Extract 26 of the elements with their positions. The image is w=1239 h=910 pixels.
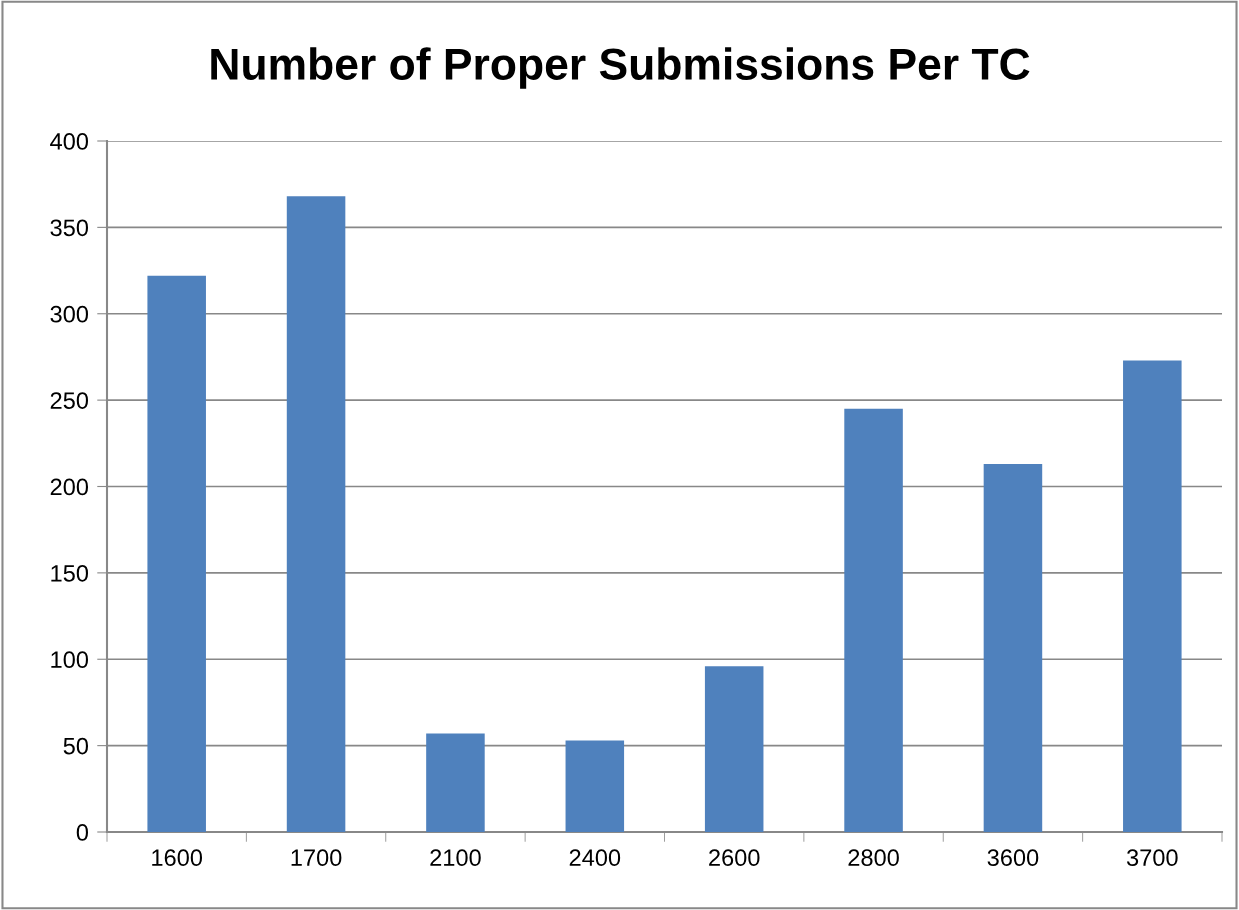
- x-tick-label: 1600: [152, 849, 203, 867]
- y-tick-label: 50: [63, 737, 89, 755]
- x-tick-label: 2600: [709, 849, 760, 867]
- bar: [286, 196, 346, 832]
- x-tick-label: 3600: [987, 849, 1039, 867]
- bar: [983, 464, 1043, 832]
- x-tick-label: 2400: [569, 849, 621, 867]
- bar: [844, 408, 903, 832]
- x-tick-label: 1700: [291, 849, 342, 867]
- y-tick-label: 150: [51, 564, 89, 582]
- bar: [704, 666, 764, 832]
- y-tick-label: 300: [50, 305, 89, 323]
- y-tick-label: 350: [50, 219, 89, 237]
- y-tick-label: 250: [50, 392, 89, 409]
- y-tick-label: 400: [50, 133, 89, 150]
- y-tick-label: 200: [50, 478, 89, 496]
- bar: [147, 275, 206, 832]
- x-tick-label: 3700: [1126, 849, 1178, 867]
- x-tick-label: 2800: [848, 849, 899, 867]
- chart-title: Number of Proper Submissions Per TC: [211, 47, 1030, 89]
- y-tick-label: 100: [51, 651, 89, 669]
- bar: [1123, 360, 1182, 832]
- x-tick-label: 2100: [430, 849, 481, 867]
- y-tick-label: 0: [76, 824, 89, 841]
- bar: [565, 740, 625, 832]
- bar: [426, 733, 485, 832]
